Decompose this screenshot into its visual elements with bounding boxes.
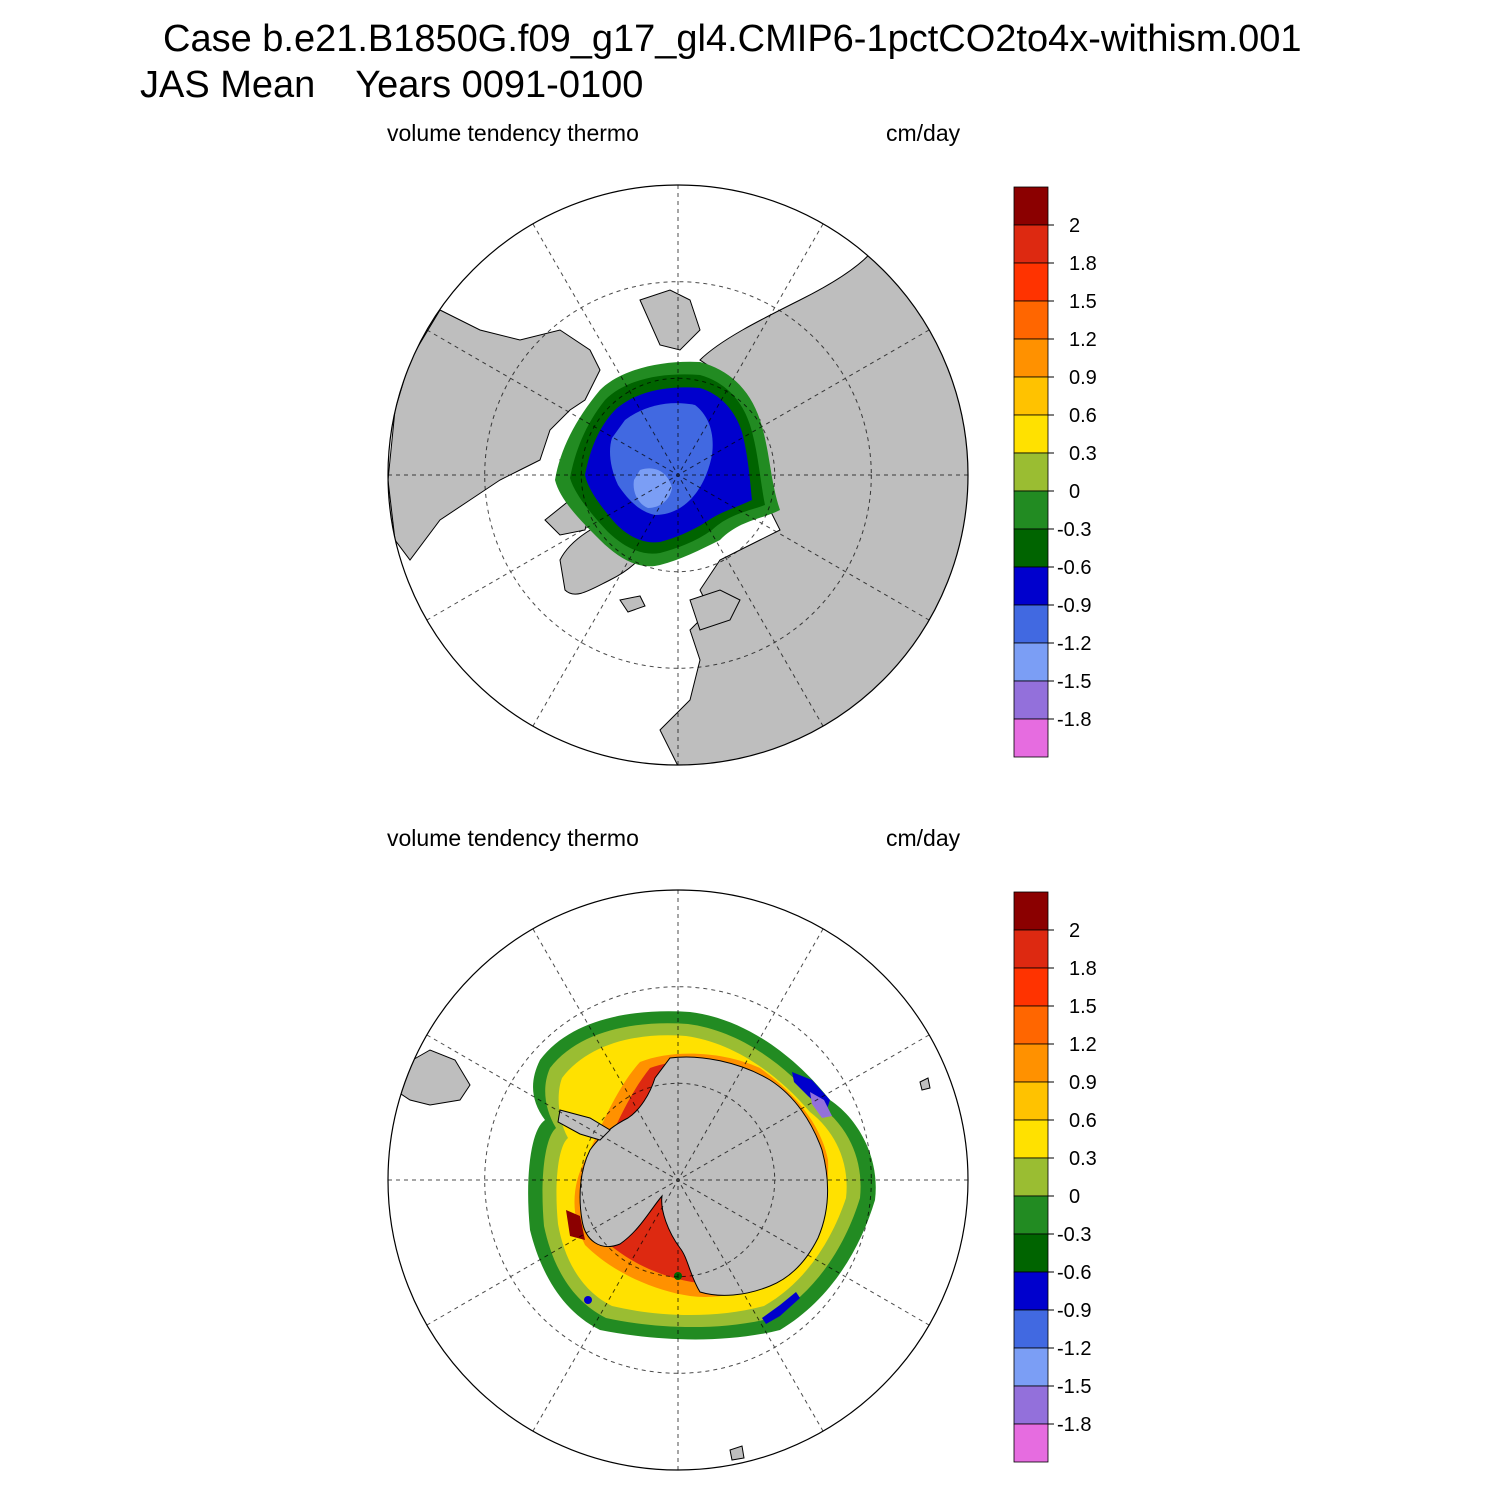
colorbar-swatch: [1013, 1423, 1049, 1463]
years-label: Years 0091-0100: [355, 64, 644, 106]
south-contour-blue-dot: [584, 1296, 592, 1304]
south-contour-purple: [810, 1092, 832, 1118]
colorbar-swatch: [1013, 891, 1049, 931]
south-grid: [388, 890, 968, 1470]
south-variable-label: volume tendency thermo: [387, 825, 639, 851]
colorbar-swatch: [1013, 490, 1049, 530]
colorbar-swatch: [1013, 604, 1049, 644]
colorbar-swatch: [1013, 414, 1049, 454]
colorbar-tick-label: 2: [1069, 920, 1080, 942]
colorbar-swatch: [1013, 1271, 1049, 1311]
colorbar-tick-label: 0.3: [1069, 443, 1097, 465]
colorbar-swatch: [1013, 376, 1049, 416]
colorbar-swatch: [1013, 718, 1049, 758]
colorbar-tick-label: -1.8: [1057, 1414, 1091, 1436]
north-contour-lightblue: [633, 468, 672, 508]
north-colorbar: 2 1.8 1.5 1.2 0.9 0.6 0.3 0 -0.3 -0.6 -0.9 -1.2 -1.5…: [1013, 186, 1097, 758]
colorbar-swatch: [1013, 300, 1049, 340]
colorbar-swatch: [1013, 642, 1049, 682]
colorbar-tick-label: -1.8: [1057, 709, 1091, 731]
colorbar-tick-label: -0.3: [1057, 1224, 1091, 1246]
case-title: Case b.e21.B1850G.f09_g17_gl4.CMIP6-1pct…: [163, 18, 1302, 60]
colorbar-swatch: [1013, 1119, 1049, 1159]
north-ice-field: [555, 361, 780, 567]
north-variable-label: volume tendency thermo: [387, 120, 639, 146]
colorbar-swatch: [1013, 1385, 1049, 1425]
north-map-boundary: [387, 184, 969, 766]
colorbar-tick-label: -0.3: [1057, 519, 1091, 541]
north-grid: [388, 185, 968, 765]
colorbar-swatch: [1013, 967, 1049, 1007]
colorbar-swatch: [1013, 1195, 1049, 1235]
colorbar-tick-label: 1.8: [1069, 253, 1097, 275]
south-contour-blue-2: [762, 1292, 800, 1324]
colorbar-tick-label: 0.9: [1069, 367, 1097, 389]
colorbar-swatch: [1013, 452, 1049, 492]
colorbar-swatch: [1013, 528, 1049, 568]
north-land: [388, 239, 968, 765]
colorbar-swatch: [1013, 262, 1049, 302]
colorbar-swatch: [1013, 1005, 1049, 1045]
colorbar-swatch: [1013, 338, 1049, 378]
colorbar-tick-label: 0.9: [1069, 1072, 1097, 1094]
colorbar-swatch: [1013, 1233, 1049, 1273]
colorbar-swatch: [1013, 1347, 1049, 1387]
colorbar-tick-label: 2: [1069, 215, 1080, 237]
colorbar-tick-label: -0.6: [1057, 1262, 1091, 1284]
colorbar-tick-label: -1.5: [1057, 671, 1091, 693]
colorbar-tick-label: 1.2: [1069, 1034, 1097, 1056]
colorbar-swatch: [1013, 680, 1049, 720]
south-polar-map: [387, 889, 969, 1471]
colorbar-tick-label: 1.2: [1069, 329, 1097, 351]
south-units-label: cm/day: [886, 825, 961, 851]
colorbar-tick-label: 1.5: [1069, 996, 1097, 1018]
colorbar-tick-label: -0.9: [1057, 1300, 1091, 1322]
colorbar-swatch: [1013, 929, 1049, 969]
colorbar-tick-label: 0: [1069, 1186, 1080, 1208]
season-label: JAS Mean: [140, 64, 316, 106]
colorbar-tick-label: 0: [1069, 481, 1080, 503]
colorbar-tick-label: -0.9: [1057, 595, 1091, 617]
colorbar-swatch: [1013, 1081, 1049, 1121]
north-polar-map: [387, 184, 969, 766]
colorbar-tick-label: 1.5: [1069, 291, 1097, 313]
colorbar-tick-label: 0.3: [1069, 1148, 1097, 1170]
colorbar-swatch: [1013, 566, 1049, 606]
colorbar-swatch: [1013, 186, 1049, 226]
colorbar-swatch: [1013, 1157, 1049, 1197]
colorbar-tick-label: -0.6: [1057, 557, 1091, 579]
south-map-boundary: [387, 889, 969, 1471]
colorbar-tick-label: -1.5: [1057, 1376, 1091, 1398]
colorbar-tick-label: 1.8: [1069, 958, 1097, 980]
colorbar-tick-label: 0.6: [1069, 1110, 1097, 1132]
colorbar-swatch: [1013, 224, 1049, 264]
colorbar-tick-label: -1.2: [1057, 633, 1091, 655]
north-units-label: cm/day: [886, 120, 961, 146]
colorbar-swatch: [1013, 1309, 1049, 1349]
colorbar-swatch: [1013, 1043, 1049, 1083]
colorbar-tick-label: -1.2: [1057, 1338, 1091, 1360]
south-contour-darkred: [566, 1210, 585, 1240]
season-title: JAS Mean Years 0091-0100: [140, 64, 643, 107]
colorbar-tick-label: 0.6: [1069, 405, 1097, 427]
south-colorbar: 2 1.8 1.5 1.2 0.9 0.6 0.3 0 -0.3 -0.6 -0.9 -1.2 -1.5…: [1013, 891, 1097, 1463]
